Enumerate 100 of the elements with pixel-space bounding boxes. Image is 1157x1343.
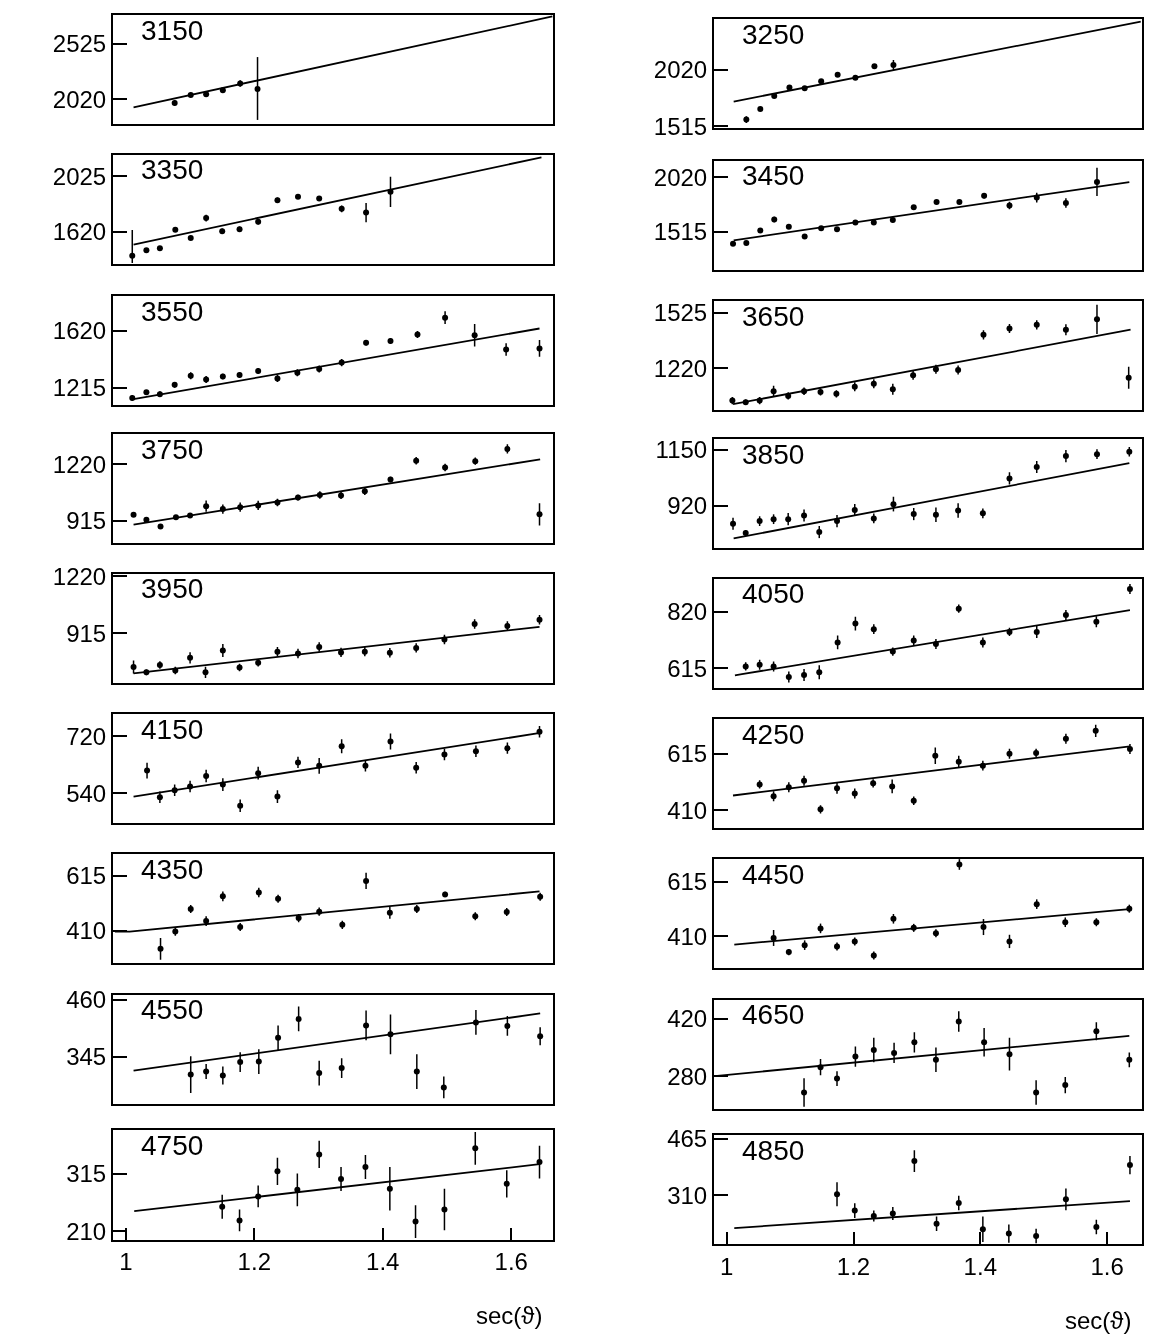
y-tick-label: 820 [667,598,708,626]
x-axis-title: sec(ϑ) [1065,1307,1132,1334]
y-tick-label: 2020 [52,85,107,113]
y-tick-label: 1525 [653,299,708,327]
point [413,764,420,771]
point [503,1180,510,1187]
x-tick-label: 1.6 [494,1248,528,1276]
y-tick-label: 2525 [52,30,107,57]
point [441,1206,448,1213]
y-tick-label: 2025 [52,162,107,190]
point [255,1058,262,1065]
point [1125,374,1132,381]
annotation: 4450 [742,859,805,890]
x-tick-label: 1.4 [963,1253,997,1281]
point [144,767,151,774]
y-tick-label: 540 [66,779,107,807]
y-tick-label: 2020 [653,163,708,191]
point [294,759,301,766]
annotation: 4650 [742,999,805,1030]
point [1093,1223,1100,1230]
point [911,1039,918,1046]
x-tick-label: 1.4 [366,1248,400,1276]
point [955,758,962,765]
annotation: 4250 [742,719,805,750]
point [203,1068,210,1075]
point [785,516,792,523]
annotation: 4350 [141,854,204,885]
point [730,520,737,527]
point [440,1084,447,1091]
point [891,1049,898,1056]
y-tick-label: 615 [667,740,708,768]
annotation: 3950 [141,573,204,604]
point [237,1059,244,1066]
y-tick-label: 615 [66,861,107,889]
point [889,783,896,790]
x-tick-label: 1.2 [836,1253,871,1281]
point [955,1018,962,1025]
point [275,1034,282,1041]
point [503,346,510,353]
point [851,1207,858,1214]
point [254,86,261,93]
annotation: 3650 [742,301,805,332]
point [785,673,792,680]
y-tick-label: 1515 [653,112,708,140]
annotation: 3450 [742,160,805,191]
point [363,209,370,216]
point [1062,1196,1069,1203]
point [1006,938,1013,945]
y-tick-label: 1515 [653,218,708,246]
y-tick-label: 1150 [655,436,708,464]
point [504,1022,511,1029]
y-tick-label: 720 [66,722,107,750]
point [932,511,939,518]
point [472,1145,479,1152]
point [295,1015,302,1022]
point [413,1068,420,1075]
point [980,924,987,931]
point [362,762,369,769]
point [387,738,394,745]
x-tick-label: 1 [720,1253,734,1281]
point [1033,628,1040,635]
y-tick-label: 410 [66,917,107,945]
y-tick-label: 2020 [653,56,708,84]
point [255,770,262,777]
point [911,1158,918,1165]
x-tick-label: 1.6 [1090,1253,1124,1281]
point [412,1218,419,1225]
point [816,669,823,676]
y-tick-label: 310 [667,1181,708,1209]
point [536,345,543,352]
point [890,501,897,508]
point [363,1022,370,1029]
point [852,620,859,627]
point [870,1047,877,1054]
annotation: 4550 [141,994,204,1025]
y-tick-label: 280 [667,1062,708,1090]
point [187,654,194,661]
point [834,639,841,646]
point [129,252,136,259]
y-tick-label: 615 [667,867,708,895]
point [157,945,164,952]
y-tick-label: 1215 [52,374,107,402]
y-tick-label: 315 [66,1160,107,1188]
point [537,1033,544,1040]
point [219,1203,226,1210]
point [386,909,393,916]
annotation: 4050 [742,578,805,609]
point [363,877,370,884]
point [338,1065,345,1072]
point [816,529,823,536]
point [316,1151,323,1158]
point [1006,1051,1013,1058]
point [362,1163,369,1170]
y-tick-label: 920 [667,491,708,519]
point [203,773,210,779]
point [801,672,808,679]
point [130,663,137,670]
y-tick-label: 460 [66,985,107,1013]
point [834,1075,841,1082]
annotation: 3250 [742,19,805,50]
